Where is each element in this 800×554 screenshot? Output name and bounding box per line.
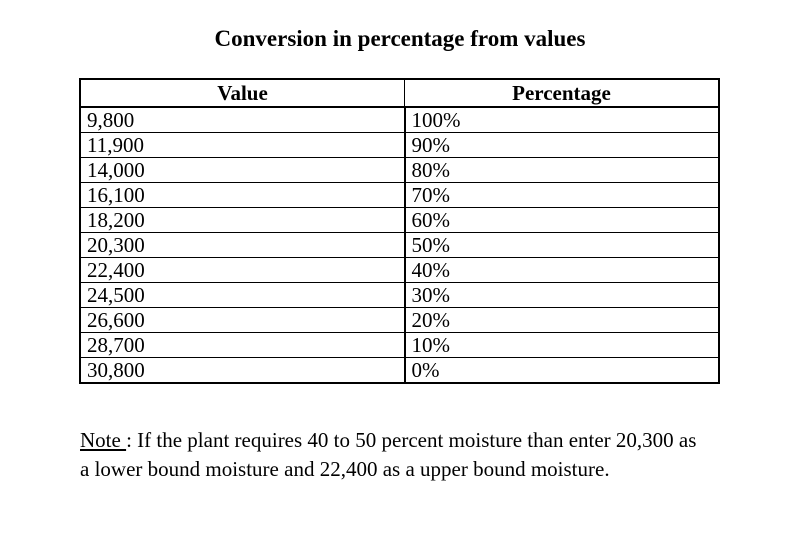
value-cell: 28,700 (80, 332, 406, 358)
table-row: 18,200 60% (80, 207, 719, 233)
table-row: 22,400 40% (80, 257, 719, 283)
table-row: 30,800 0% (80, 357, 719, 383)
value-cell: 9,800 (80, 106, 406, 133)
column-header-value: Value (80, 79, 405, 108)
table-row: 14,000 80% (80, 157, 719, 183)
percentage-cell: 0% (404, 357, 719, 383)
conversion-table-container: Value Percentage 9,800 100% 11,900 90% 1… (79, 78, 720, 384)
percentage-cell: 10% (404, 332, 719, 358)
page-title: Conversion in percentage from values (214, 26, 586, 51)
percentage-cell: 60% (404, 207, 719, 233)
note-text: : If the plant requires 40 to 50 percent… (80, 428, 697, 481)
value-cell: 16,100 (80, 182, 406, 208)
table-row: 26,600 20% (80, 307, 719, 333)
table-row: 20,300 50% (80, 232, 719, 258)
percentage-cell: 20% (404, 307, 719, 333)
column-header-percentage: Percentage (404, 79, 719, 108)
value-cell: 20,300 (80, 232, 406, 258)
conversion-table: Value Percentage 9,800 100% 11,900 90% 1… (79, 78, 720, 384)
percentage-cell: 70% (404, 182, 719, 208)
percentage-cell: 50% (404, 232, 719, 258)
percentage-cell: 30% (404, 282, 719, 308)
table-row: 16,100 70% (80, 182, 719, 208)
value-cell: 26,600 (80, 307, 406, 333)
table-header-row: Value Percentage (80, 79, 719, 108)
footnote: Note : If the plant requires 40 to 50 pe… (80, 426, 700, 484)
percentage-cell: 40% (404, 257, 719, 283)
table-row: 24,500 30% (80, 282, 719, 308)
percentage-cell: 80% (404, 157, 719, 183)
value-cell: 30,800 (80, 357, 406, 383)
note-label: Note (80, 428, 127, 452)
percentage-cell: 90% (404, 132, 719, 158)
value-cell: 14,000 (80, 157, 406, 183)
value-cell: 11,900 (80, 132, 406, 158)
value-cell: 22,400 (80, 257, 406, 283)
table-row: 11,900 90% (80, 132, 719, 158)
value-cell: 24,500 (80, 282, 406, 308)
table-row: 28,700 10% (80, 332, 719, 358)
value-cell: 18,200 (80, 207, 406, 233)
percentage-cell: 100% (404, 106, 719, 133)
table-row: 9,800 100% (80, 106, 719, 133)
